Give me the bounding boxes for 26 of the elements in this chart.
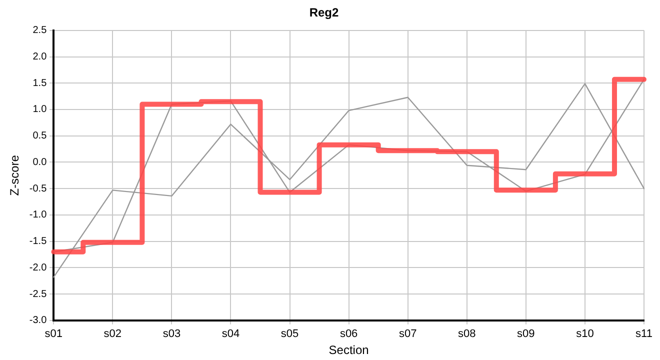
x-tick-label: s06 [340,328,358,340]
x-tick-label: s11 [636,328,652,340]
y-axis-title: Z-score [8,154,22,196]
x-tick-label: s05 [280,328,299,340]
y-tick-label: 2.5 [32,25,48,36]
x-tick-label: s03 [162,328,181,340]
x-tick-label: s02 [104,328,122,340]
y-tick-label: 2.0 [32,52,48,63]
y-tick-label: -2.0 [29,262,48,274]
x-tick-label: s07 [398,328,417,340]
chart-title: Reg2 [309,6,339,20]
x-tick-label: s01 [44,328,63,340]
y-tick-label: -0.5 [29,183,48,194]
y-tick-label: -3.0 [29,315,48,326]
x-tick-label: s10 [576,328,594,340]
y-tick-label: -1.5 [29,236,48,248]
y-tick-label: 0.5 [32,130,48,142]
y-tick-label: 1.5 [32,78,48,89]
x-tick-label: s04 [222,328,240,340]
y-tick-label: 1.0 [32,104,48,116]
y-tick-label: 0.0 [32,156,48,168]
x-tick-label: s08 [458,328,476,340]
y-tick-label: -1.0 [29,210,48,221]
x-axis-title: Section [328,343,369,358]
x-tick-label: s09 [517,328,535,340]
y-tick-label: -2.5 [29,288,48,300]
